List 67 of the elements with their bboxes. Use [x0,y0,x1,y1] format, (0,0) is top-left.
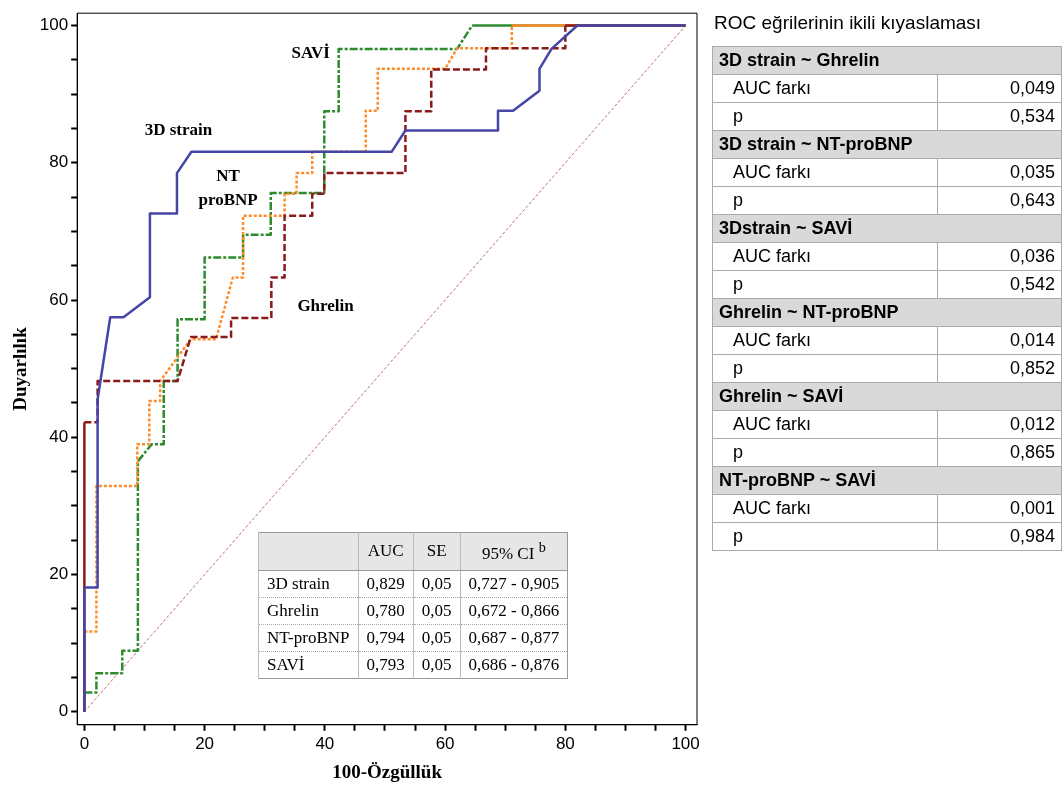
text: 0,865 [937,438,1062,467]
text: p [712,522,938,551]
x-tick-label: 100 [671,733,700,753]
text: p [712,354,938,383]
x-tick-label: 20 [195,733,215,753]
y-tick-label: 20 [49,564,69,584]
text: Ghrelin ~ SAVİ [712,382,1062,411]
annotation: SE [413,532,460,571]
text: 0,012 [937,410,1062,439]
y-axis-title: Duyarlılık [9,326,31,411]
text: NT-proBNP ~ SAVİ [712,466,1062,495]
text: AUC farkı [712,494,938,523]
text: 3Dstrain ~ SAVİ [712,214,1062,243]
series-label: 3D strain [144,120,213,140]
annotation: 0,672 - 0,866 [460,597,568,625]
text: 0,036 [937,242,1062,271]
text: 0,014 [937,326,1062,355]
text: 0,035 [937,158,1062,187]
text: 0,001 [937,494,1062,523]
text: 0,643 [937,186,1062,215]
annotation: 0,793 [358,651,414,679]
text: p [712,186,938,215]
annotation: 0,05 [413,570,460,598]
x-tick-label: 40 [315,733,335,753]
annotation: 0,794 [358,624,414,652]
text: Ghrelin ~ NT-proBNP [712,298,1062,327]
y-tick-label: 100 [39,15,69,35]
text: AUC farkı [712,326,938,355]
annotation: 0,727 - 0,905 [460,570,568,598]
x-tick-label: 60 [435,733,455,753]
x-axis-title: 100-Özgüllük [332,760,443,782]
y-tick-label: 60 [49,289,69,309]
text: 3D strain ~ NT-proBNP [712,130,1062,159]
text: 0,984 [937,522,1062,551]
text: AUC farkı [712,74,938,103]
text: p [712,438,938,467]
annotation: 0,05 [413,651,460,679]
y-tick-label: 0 [58,701,69,721]
text: ROC eğrilerinin ikili kıyaslaması [714,12,983,34]
annotation: Ghrelin [258,597,358,625]
annotation: 0,686 - 0,876 [460,651,568,679]
text: AUC farkı [712,158,938,187]
text: AUC farkı [712,242,938,271]
text: p [712,270,938,299]
annotation: AUC [358,532,414,571]
series-label: NT proBNP [198,166,258,210]
annotation: 0,05 [413,597,460,625]
annotation: 0,829 [358,570,414,598]
annotation: 0,05 [413,624,460,652]
text: 0,542 [937,270,1062,299]
y-tick-label: 80 [49,152,69,172]
text: 0,534 [937,102,1062,131]
text: 0,049 [937,74,1062,103]
annotation: NT-proBNP [258,624,358,652]
annotation: 0,687 - 0,877 [460,624,568,652]
text: AUC farkı [712,410,938,439]
text: 3D strain ~ Ghrelin [712,46,1062,75]
x-tick-label: 80 [555,733,575,753]
text: p [712,102,938,131]
series-label: SAVİ [291,43,331,63]
annotation: 0,780 [358,597,414,625]
x-tick-label: 0 [79,733,90,753]
text: 0,852 [937,354,1062,383]
series-label: Ghrelin [297,295,355,315]
annotation: 3D strain [258,570,358,598]
y-tick-label: 40 [49,426,69,446]
annotation: SAVİ [258,651,358,679]
